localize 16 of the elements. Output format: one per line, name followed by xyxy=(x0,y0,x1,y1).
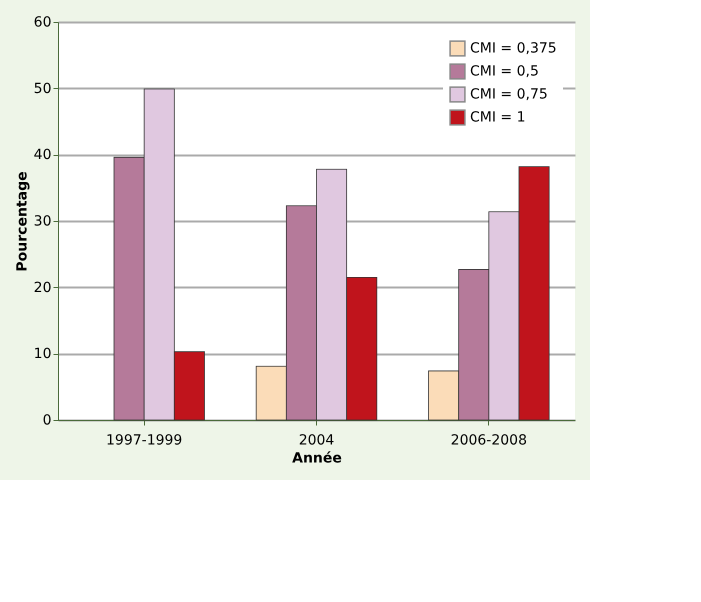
legend-label: CMI = 1 xyxy=(470,110,526,126)
y-tick-label: 50 xyxy=(34,80,52,97)
y-tick-label: 40 xyxy=(34,147,52,164)
y-tick-label: 20 xyxy=(34,280,52,296)
x-tick-label: 1997-1999 xyxy=(106,432,182,448)
legend-label: CMI = 0,75 xyxy=(470,86,548,102)
y-tick-label: 60 xyxy=(34,14,52,30)
y-tick-label: 0 xyxy=(42,412,52,428)
legend-label: CMI = 0,5 xyxy=(470,64,539,80)
y-tick-label: 30 xyxy=(34,214,52,230)
x-tick-label: 2004 xyxy=(298,432,334,448)
legend-label: CMI = 0,375 xyxy=(470,40,557,56)
x-axis-title: Année xyxy=(292,450,342,466)
y-tick-label: 10 xyxy=(34,346,52,362)
y-axis-title: Pourcentage xyxy=(14,171,31,272)
x-tick-label: 2006-2008 xyxy=(450,432,527,448)
